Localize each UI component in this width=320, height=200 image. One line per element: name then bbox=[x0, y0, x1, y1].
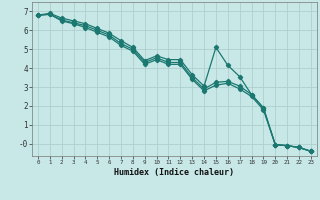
X-axis label: Humidex (Indice chaleur): Humidex (Indice chaleur) bbox=[115, 168, 234, 177]
